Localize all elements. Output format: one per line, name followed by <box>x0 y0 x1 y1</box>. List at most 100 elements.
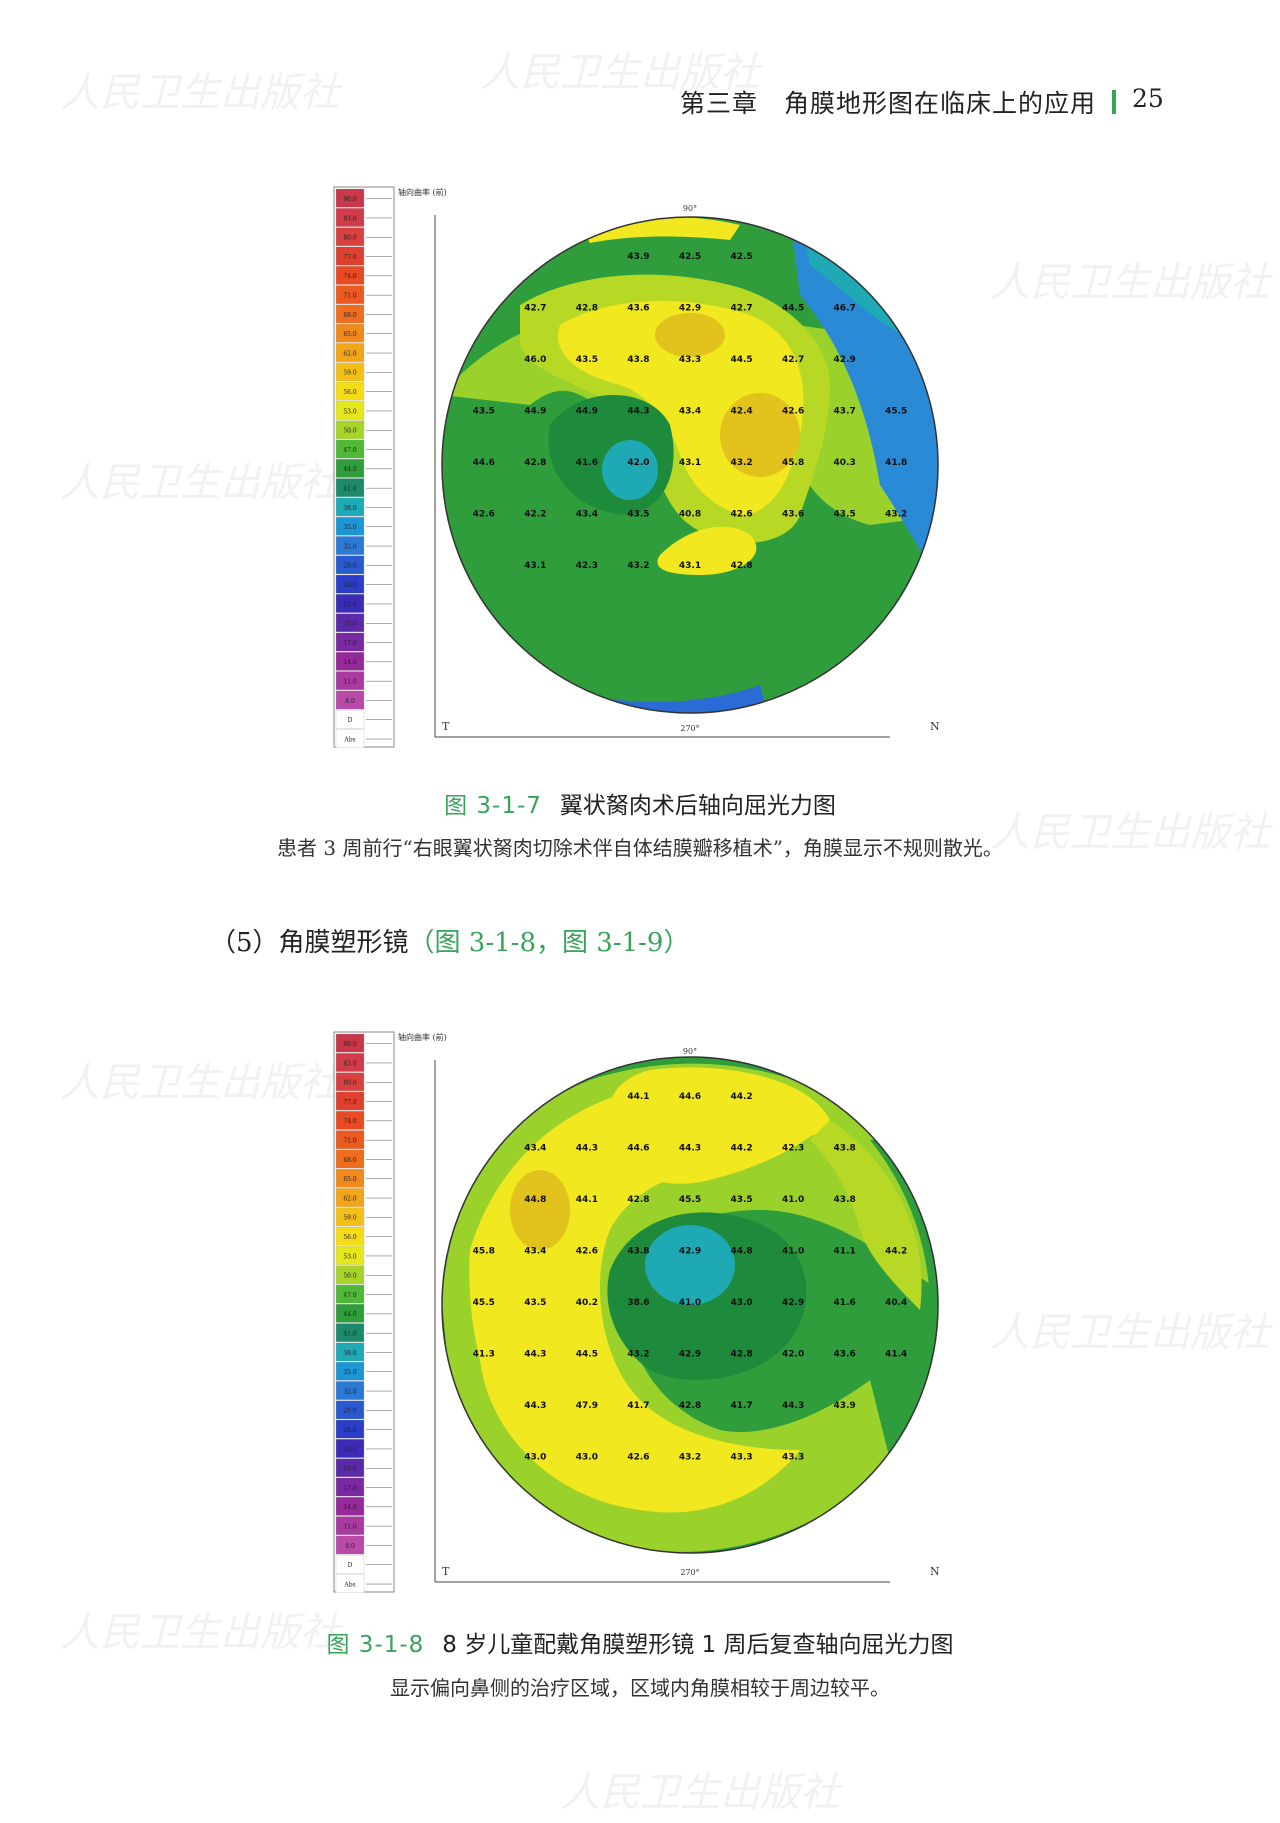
scale-tick-label: 20.0 <box>343 621 357 628</box>
scale-tick-label: 53.0 <box>343 1253 357 1260</box>
map-value: 42.4 <box>730 406 752 416</box>
map-value: 42.8 <box>627 1195 649 1205</box>
scale-swatch <box>335 1207 365 1227</box>
map-value: 45.8 <box>473 1246 495 1256</box>
scale-tick-label: 35.0 <box>343 524 357 531</box>
scale-swatch <box>335 1226 365 1246</box>
nasal-label: N <box>930 720 940 733</box>
scale-swatch <box>335 1535 365 1555</box>
scale-swatch <box>335 323 365 343</box>
map-value: 41.0 <box>782 1246 804 1256</box>
map-value: 42.8 <box>730 561 752 571</box>
temporal-label: T <box>442 720 450 733</box>
scale-swatch <box>335 1419 365 1439</box>
scale-swatch <box>335 188 365 208</box>
scale-swatch <box>335 729 365 748</box>
scale-swatch <box>335 381 365 401</box>
scale-swatch <box>335 1477 365 1497</box>
scale-swatch <box>335 1265 365 1285</box>
scale-tick-label: 20.0 <box>343 1466 357 1473</box>
scale-swatch <box>335 1246 365 1265</box>
scale-tick-label: 80.0 <box>343 1080 357 1087</box>
scale-swatch <box>335 401 365 420</box>
map-value: 44.5 <box>782 303 804 313</box>
scale-swatch <box>335 246 365 266</box>
map-value: 42.0 <box>627 458 649 468</box>
scale-tick-label: 29.0 <box>343 563 357 570</box>
scale-tick-label: 90.0 <box>343 196 357 203</box>
scale-swatch <box>335 652 365 671</box>
map-value: 42.8 <box>730 1350 752 1360</box>
map-value: 41.0 <box>679 1298 701 1308</box>
scale-tick-label: 74.0 <box>343 1118 357 1125</box>
scale-swatch <box>335 1381 365 1400</box>
figure-caption-2: 图 3-1-8 8 岁儿童配戴角膜塑形镜 1 周后复查轴向屈光力图 <box>0 1625 1280 1659</box>
map-value: 43.7 <box>834 406 856 416</box>
map-value: 43.4 <box>679 406 701 416</box>
scale-swatch <box>335 1516 365 1535</box>
scale-swatch <box>335 1554 365 1574</box>
scale-tick-label: 65.0 <box>343 331 357 338</box>
scale-swatch <box>335 1458 365 1478</box>
scale-swatch <box>335 1304 365 1323</box>
map-value: 44.2 <box>730 1092 752 1102</box>
scale-tick-label: 26.0 <box>343 582 357 589</box>
map-value: 43.8 <box>834 1195 856 1205</box>
scale-tick-label: 65.0 <box>343 1176 357 1183</box>
map-value: 44.6 <box>679 1092 701 1102</box>
angle-label-bottom: 270° <box>680 1568 699 1577</box>
map-value: 42.2 <box>524 510 546 520</box>
map-value: 43.8 <box>627 1246 649 1256</box>
map-value: 43.3 <box>730 1453 752 1463</box>
scale-tick-label: 32.0 <box>343 1388 357 1395</box>
map-value: 45.8 <box>782 458 804 468</box>
map-value: 42.9 <box>679 303 701 313</box>
scale-tick-label: 11.0 <box>343 679 357 686</box>
map-value: 43.5 <box>627 510 649 520</box>
angle-label-top: 90° <box>683 204 697 213</box>
map-value: 42.6 <box>782 406 804 416</box>
color-scale-bar: 90.0 83.0 80.0 77.0 74.0 71.0 68.0 65.0 62.0 59.0… <box>333 186 395 748</box>
scale-tick-label: 38.0 <box>343 505 357 512</box>
scale-tick-label: 77.0 <box>343 254 357 261</box>
map-value: 44.1 <box>576 1195 598 1205</box>
map-value-labels: 44.1 44.6 44.2 43.4 44.3 44.6 44.3 44.2 42.3 43.8… <box>473 1092 908 1463</box>
chapter-title: 第三章 角膜地形图在临床上的应用 <box>680 89 1097 118</box>
scale-tick-label: 11.0 <box>343 1524 357 1531</box>
scale-swatch <box>335 613 365 633</box>
scale-swatch <box>335 1284 365 1304</box>
map-value: 42.9 <box>834 355 856 365</box>
angle-label-top: 90° <box>683 1047 697 1056</box>
map-value: 43.5 <box>524 1298 546 1308</box>
figure-title: 翼状胬肉术后轴向屈光力图 <box>559 793 836 819</box>
map-value: 42.7 <box>782 355 804 365</box>
map-value: 41.1 <box>834 1246 856 1256</box>
map-value: 43.1 <box>524 561 546 571</box>
scale-swatch <box>335 362 365 382</box>
map-value: 46.7 <box>834 303 856 313</box>
map-value: 43.5 <box>730 1195 752 1205</box>
map-value: 42.3 <box>576 561 598 571</box>
map-value: 43.2 <box>730 458 752 468</box>
map-value: 44.8 <box>730 1246 752 1256</box>
map-value: 44.2 <box>730 1143 752 1153</box>
scale-tick-label: 59.0 <box>343 1215 357 1222</box>
scale-tick-label: 17.0 <box>343 1485 357 1492</box>
scale-tick-label: 38.0 <box>343 1350 357 1357</box>
scale-tick-label: 23.0 <box>343 1446 357 1453</box>
scale-swatch <box>335 1053 365 1072</box>
scale-swatch <box>335 439 365 459</box>
map-value: 42.5 <box>679 252 701 262</box>
figure-caption-1: 图 3-1-7 翼状胬肉术后轴向屈光力图 <box>0 786 1280 820</box>
scale-swatch <box>335 1439 365 1458</box>
watermark: 人民卫生出版社 <box>60 1610 340 1656</box>
scale-swatch <box>335 1400 365 1420</box>
map-value: 42.3 <box>782 1143 804 1153</box>
scale-tick-label: 71.0 <box>343 1138 357 1145</box>
map-value: 47.9 <box>576 1401 598 1411</box>
scale-swatch <box>335 304 365 324</box>
map-value: 42.8 <box>679 1401 701 1411</box>
scale-swatch <box>335 343 365 362</box>
scale-swatch <box>335 690 365 710</box>
map-value: 40.3 <box>834 458 856 468</box>
